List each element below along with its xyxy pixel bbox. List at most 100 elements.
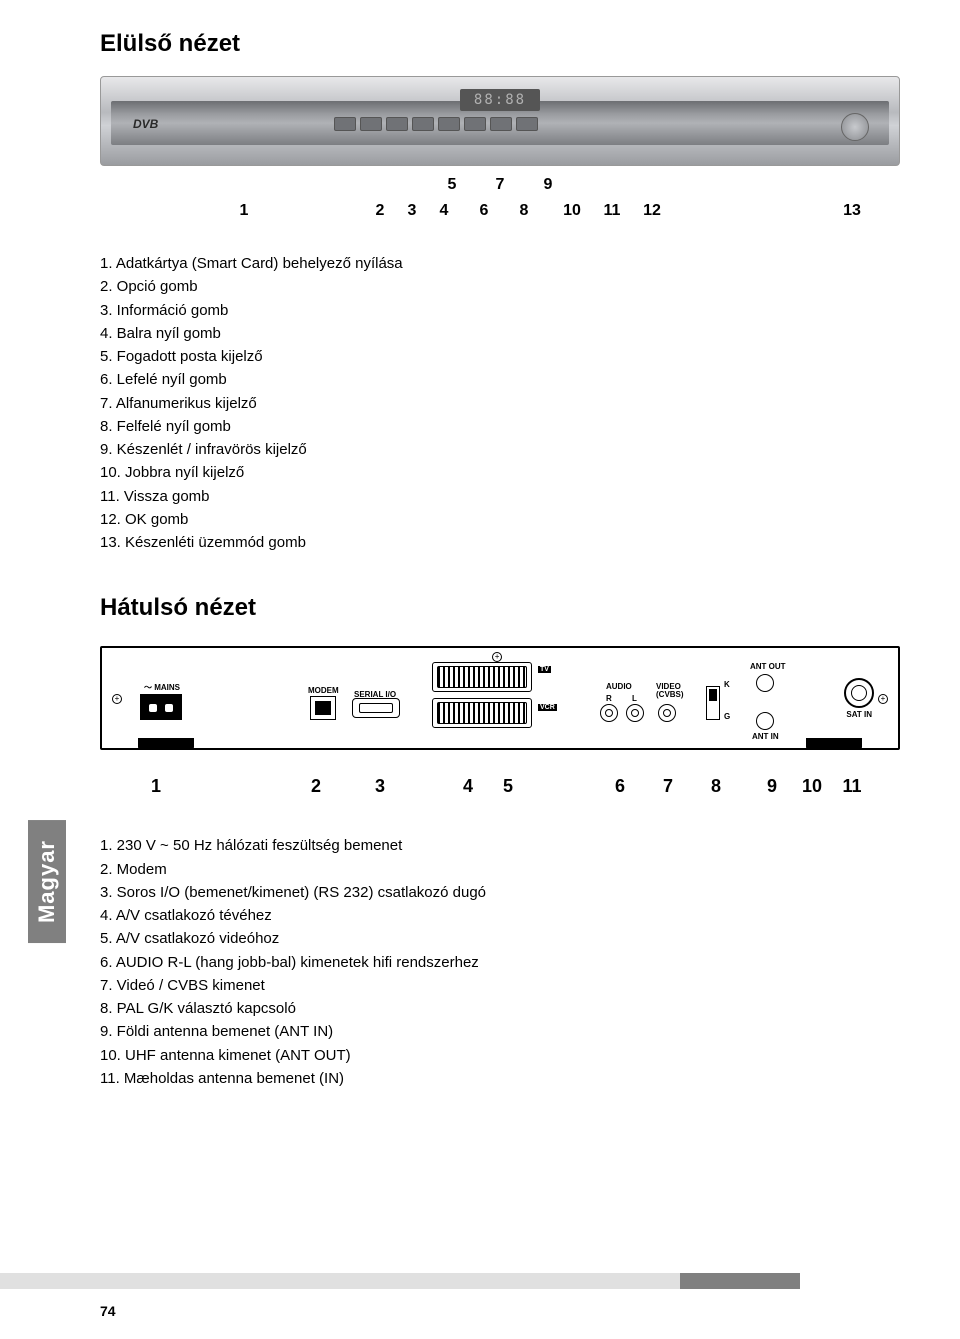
legend-item: 11. Vissza gomb bbox=[100, 485, 900, 508]
callout-num: 8 bbox=[520, 202, 529, 220]
legend-item: 10. UHF antenna kimenet (ANT OUT) bbox=[100, 1044, 900, 1067]
callout-num: 5 bbox=[503, 776, 513, 797]
legend-item: 8. PAL G/K választó kapcsoló bbox=[100, 997, 900, 1020]
mains-port bbox=[140, 694, 182, 720]
callout-num: 12 bbox=[643, 202, 661, 220]
modem-port bbox=[310, 696, 336, 720]
legend-item: 13. Készenléti üzemmód gomb bbox=[100, 531, 900, 554]
callout-num: 6 bbox=[615, 776, 625, 797]
callout-num: 1 bbox=[151, 776, 161, 797]
antout-label: ANT OUT bbox=[750, 662, 786, 671]
vcr-label: VCR bbox=[538, 704, 557, 711]
standby-button-graphic bbox=[841, 113, 869, 141]
k-label: K bbox=[724, 680, 730, 689]
gk-switch bbox=[706, 686, 720, 720]
footer-bar bbox=[0, 1273, 800, 1289]
tv-label: TV bbox=[538, 666, 551, 673]
language-tab: Magyar bbox=[28, 820, 66, 943]
cvbs-label: (CVBS) bbox=[656, 690, 684, 699]
legend-item: 10. Jobbra nyíl kijelző bbox=[100, 461, 900, 484]
legend-item: 7. Videó / CVBS kimenet bbox=[100, 974, 900, 997]
rear-title: Hátulsó nézet bbox=[100, 594, 900, 622]
rear-device-illustration: + + + 〜 MAINS MODEM SERIAL I/O TV VCR AU… bbox=[100, 640, 900, 770]
legend-item: 2. Modem bbox=[100, 858, 900, 881]
legend-item: 6. AUDIO R-L (hang jobb-bal) kimenetek h… bbox=[100, 951, 900, 974]
legend-item: 5. Fogadott posta kijelző bbox=[100, 345, 900, 368]
legend-item: 7. Alfanumerikus kijelző bbox=[100, 392, 900, 415]
ant-out bbox=[756, 674, 774, 692]
front-button-row bbox=[334, 117, 538, 131]
rca-video bbox=[658, 704, 676, 722]
mains-label: 〜 MAINS bbox=[144, 682, 180, 693]
serial-port bbox=[352, 698, 400, 718]
front-btn bbox=[334, 117, 356, 131]
callout-num: 11 bbox=[842, 776, 861, 797]
serial-label: SERIAL I/O bbox=[354, 690, 396, 699]
legend-item: 9. Készenlét / infravörös kijelző bbox=[100, 438, 900, 461]
front-device-illustration: DVB 88:88 bbox=[100, 76, 900, 166]
legend-item: 3. Soros I/O (bemenet/kimenet) (RS 232) … bbox=[100, 881, 900, 904]
legend-item: 3. Információ gomb bbox=[100, 299, 900, 322]
front-legend: 1. Adatkártya (Smart Card) behelyező nyí… bbox=[100, 252, 900, 554]
front-title: Elülső nézet bbox=[100, 30, 900, 58]
satin-label: SAT IN bbox=[846, 710, 872, 719]
audio-label: AUDIO bbox=[606, 682, 632, 691]
legend-item: 4. Balra nyíl gomb bbox=[100, 322, 900, 345]
front-btn bbox=[412, 117, 434, 131]
legend-item: 1. Adatkártya (Smart Card) behelyező nyí… bbox=[100, 252, 900, 275]
callout-num: 4 bbox=[463, 776, 473, 797]
ant-in bbox=[756, 712, 774, 730]
antin-label: ANT IN bbox=[752, 732, 779, 741]
l-label: L bbox=[632, 694, 637, 703]
callout-num: 9 bbox=[767, 776, 777, 797]
callout-num: 13 bbox=[843, 202, 861, 220]
rca-r bbox=[600, 704, 618, 722]
rear-legend: 1. 230 V ~ 50 Hz hálózati feszültség bem… bbox=[100, 834, 900, 1090]
callout-num: 5 bbox=[448, 176, 457, 194]
legend-item: 11. Mæholdas antenna bemenet (IN) bbox=[100, 1067, 900, 1090]
callout-num: 3 bbox=[375, 776, 385, 797]
front-callouts-top: 5 7 9 bbox=[100, 176, 900, 202]
callout-num: 9 bbox=[544, 176, 553, 194]
callout-num: 11 bbox=[604, 202, 621, 220]
front-btn bbox=[516, 117, 538, 131]
callout-num: 6 bbox=[480, 202, 489, 220]
front-btn bbox=[360, 117, 382, 131]
callout-num: 7 bbox=[663, 776, 673, 797]
legend-item: 9. Földi antenna bemenet (ANT IN) bbox=[100, 1020, 900, 1043]
callout-num: 2 bbox=[376, 202, 385, 220]
front-btn bbox=[464, 117, 486, 131]
callout-num: 10 bbox=[563, 202, 581, 220]
legend-item: 6. Lefelé nyíl gomb bbox=[100, 368, 900, 391]
screw-icon: + bbox=[878, 694, 888, 704]
screw-icon: + bbox=[112, 694, 122, 704]
r-label: R bbox=[606, 694, 612, 703]
callout-num: 3 bbox=[408, 202, 417, 220]
foot-icon bbox=[806, 738, 862, 750]
callout-num: 10 bbox=[802, 776, 822, 797]
front-display: 88:88 bbox=[460, 89, 540, 111]
screw-icon: + bbox=[492, 652, 502, 662]
foot-icon bbox=[138, 738, 194, 750]
callout-num: 1 bbox=[240, 202, 249, 220]
g-label: G bbox=[724, 712, 730, 721]
legend-item: 8. Felfelé nyíl gomb bbox=[100, 415, 900, 438]
modem-label: MODEM bbox=[308, 686, 339, 695]
callout-num: 2 bbox=[311, 776, 321, 797]
legend-item: 1. 230 V ~ 50 Hz hálózati feszültség bem… bbox=[100, 834, 900, 857]
sat-in bbox=[844, 678, 874, 708]
front-btn bbox=[490, 117, 512, 131]
rca-l bbox=[626, 704, 644, 722]
front-callouts-bottom: 1 2 3 4 6 8 10 11 12 13 bbox=[100, 202, 900, 228]
callout-num: 4 bbox=[440, 202, 449, 220]
callout-num: 8 bbox=[711, 776, 721, 797]
dvb-logo: DVB bbox=[133, 117, 158, 131]
legend-item: 4. A/V csatlakozó tévéhez bbox=[100, 904, 900, 927]
legend-item: 12. OK gomb bbox=[100, 508, 900, 531]
legend-item: 5. A/V csatlakozó videóhoz bbox=[100, 927, 900, 950]
front-btn bbox=[386, 117, 408, 131]
callout-num: 7 bbox=[496, 176, 505, 194]
legend-item: 2. Opció gomb bbox=[100, 275, 900, 298]
page-number: 74 bbox=[100, 1303, 116, 1319]
rear-callouts: 1 2 3 4 5 6 7 8 9 10 11 bbox=[100, 776, 900, 804]
